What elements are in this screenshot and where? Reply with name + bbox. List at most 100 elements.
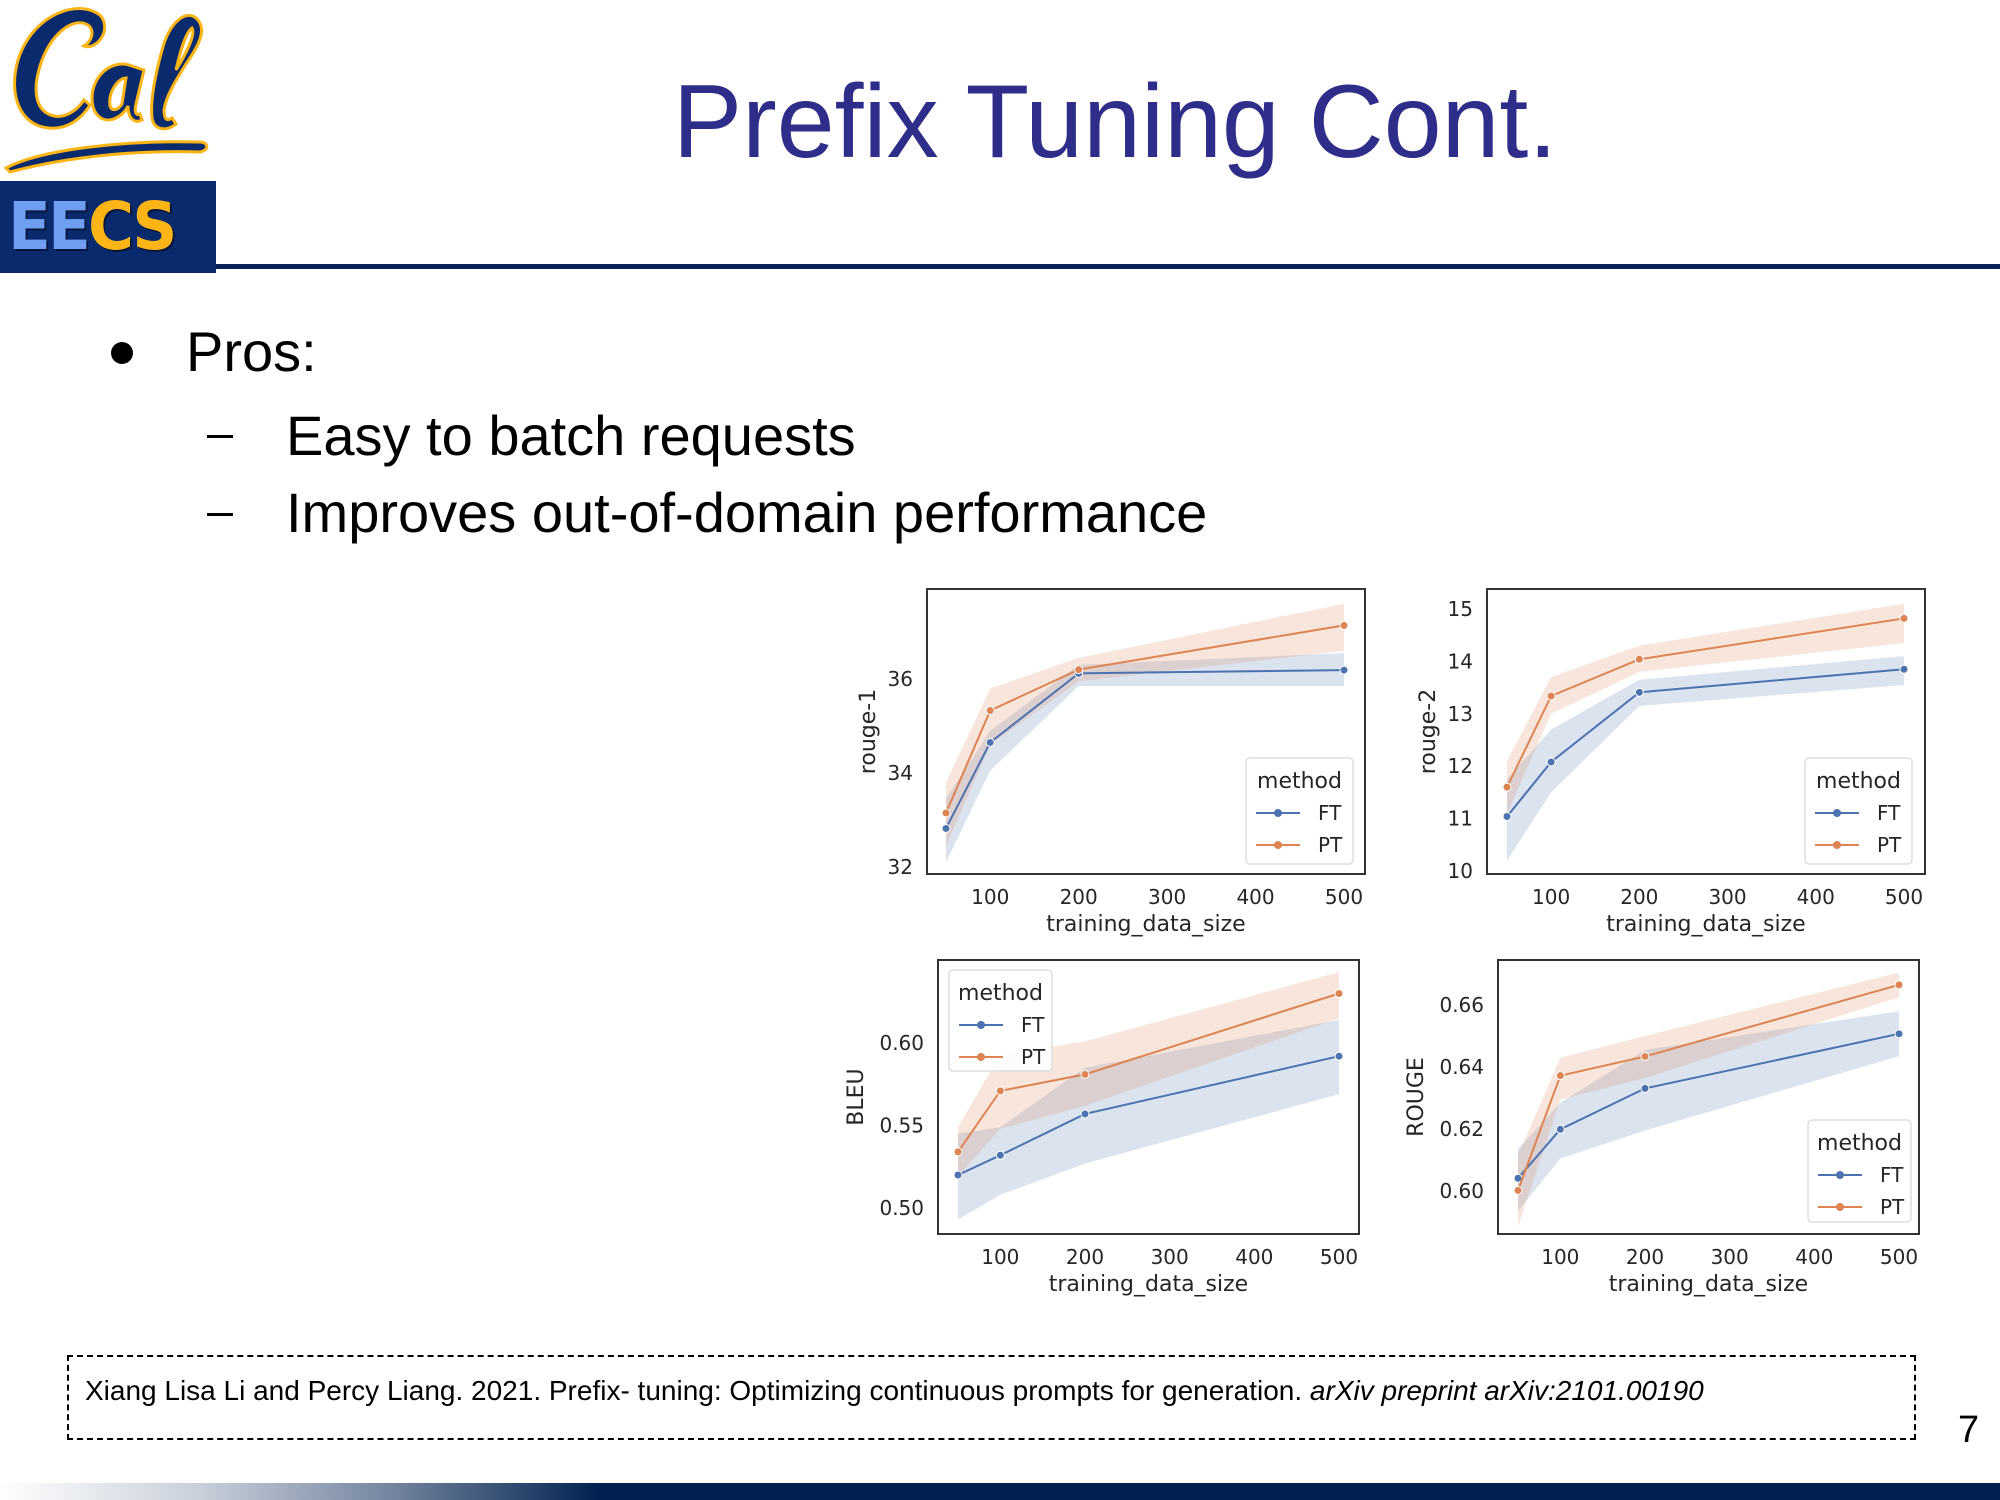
x-tick-label: 400: [1795, 1245, 1833, 1269]
data-point: [1502, 812, 1512, 822]
line-ft: [1517, 1032, 1900, 1179]
y-tick-label: 34: [888, 761, 913, 785]
data-point: [1339, 665, 1349, 675]
y-axis-label: rouge-2: [1416, 689, 1441, 774]
chart-rouge: 100 200 300 400 500 training_data_size 0.60 0.6…: [1404, 959, 1920, 1297]
x-tick-label: 500: [1325, 885, 1363, 909]
data-point: [953, 1170, 963, 1180]
dash-icon: [207, 435, 233, 438]
data-point: [1899, 664, 1909, 674]
data-point: [985, 737, 995, 747]
x-axis-label: training_data_size: [1049, 1272, 1248, 1297]
y-tick-label: 0.62: [1439, 1117, 1484, 1141]
data-point: [941, 823, 951, 833]
legend-title: method: [1816, 769, 1901, 794]
data-point: [1640, 1051, 1650, 1061]
x-tick-label: 300: [1148, 885, 1186, 909]
legend-marker-icon: [1833, 809, 1841, 817]
plot-frame: [1486, 588, 1926, 875]
legend-title: method: [958, 981, 1043, 1006]
data-point: [1555, 1071, 1565, 1081]
line-pt: [1517, 983, 1900, 1191]
x-tick-label: 300: [1708, 885, 1746, 909]
data-point: [1513, 1185, 1523, 1195]
data-point: [1502, 782, 1512, 792]
x-tick-label: 500: [1880, 1245, 1918, 1269]
legend-label-pt: PT: [1021, 1045, 1046, 1069]
bullet-pros: Pros:: [186, 320, 317, 383]
data-point: [1894, 980, 1904, 990]
citation: Xiang Lisa Li and Percy Liang. 2021. Pre…: [85, 1375, 1704, 1407]
data-point: [1555, 1124, 1565, 1134]
y-tick-label: 32: [888, 855, 913, 879]
x-tick-label: 400: [1236, 885, 1274, 909]
legend-label-pt: PT: [1880, 1195, 1905, 1219]
sub-bullet-batch: Easy to batch requests: [286, 404, 856, 467]
y-tick-label: 0.66: [1439, 993, 1484, 1017]
confidence-band-pt: [1518, 972, 1899, 1227]
y-tick-label: 0.60: [879, 1031, 924, 1055]
line-ft: [957, 1055, 1340, 1176]
x-tick-label: 300: [1151, 1245, 1189, 1269]
data-point: [1640, 1083, 1650, 1093]
data-point: [985, 705, 995, 715]
data-point: [953, 1147, 963, 1157]
sub-bullet-out-of-domain: Improves out-of-domain performance: [286, 481, 1208, 544]
line-pt: [1506, 617, 1905, 788]
y-tick-label: 0.64: [1439, 1055, 1484, 1079]
y-axis-label: BLEU: [844, 1068, 869, 1125]
y-axis-label: rouge-1: [856, 689, 881, 774]
legend-label-ft: FT: [1877, 801, 1901, 825]
legend-title: method: [1257, 769, 1342, 794]
x-tick-label: 500: [1885, 885, 1923, 909]
confidence-band-ft: [946, 653, 1344, 863]
x-axis-label: training_data_size: [1609, 1272, 1808, 1297]
citation-box: [67, 1355, 1916, 1440]
x-tick-label: 500: [1320, 1245, 1358, 1269]
legend-label-pt: PT: [1318, 833, 1343, 857]
x-tick-label: 200: [1626, 1245, 1664, 1269]
confidence-band-ft: [1507, 656, 1904, 861]
bullet-icon: [111, 342, 133, 364]
y-tick-label: 14: [1448, 649, 1473, 673]
legend: method FT PT: [1807, 1119, 1912, 1223]
x-tick-label: 200: [1066, 1245, 1104, 1269]
data-point: [1546, 757, 1556, 767]
data-point: [1334, 989, 1344, 998]
y-tick-label: 0.50: [879, 1196, 924, 1220]
legend-marker-icon: [977, 1021, 985, 1029]
legend-label-pt: PT: [1877, 833, 1902, 857]
data-point: [995, 1086, 1005, 1096]
x-tick-label: 400: [1797, 885, 1835, 909]
confidence-band-ft: [958, 1019, 1339, 1220]
y-tick-label: 13: [1448, 702, 1473, 726]
x-tick-label: 100: [1541, 1245, 1579, 1269]
data-point: [1634, 687, 1644, 697]
x-tick-label: 200: [1060, 885, 1098, 909]
x-tick-label: 100: [981, 1245, 1019, 1269]
legend-title: method: [1817, 1131, 1902, 1156]
y-tick-label: 12: [1448, 754, 1473, 778]
plot-frame: [1497, 959, 1920, 1235]
legend: method FT PT: [948, 969, 1053, 1072]
plot-frame: [926, 588, 1366, 875]
page-number: 7: [1958, 1409, 1980, 1451]
x-tick-label: 400: [1235, 1245, 1273, 1269]
legend-marker-icon: [1274, 809, 1282, 817]
y-tick-label: 36: [888, 667, 913, 691]
data-point: [1899, 613, 1909, 623]
x-tick-label: 100: [1532, 885, 1570, 909]
y-tick-label: 0.60: [1439, 1179, 1484, 1203]
cal-script-icon: [3, 7, 209, 174]
data-point: [1074, 665, 1084, 675]
x-axis-label: training_data_size: [1046, 912, 1245, 937]
y-tick-label: 11: [1448, 807, 1473, 831]
legend-marker-icon: [1833, 841, 1841, 849]
y-axis-label: ROUGE: [1404, 1057, 1429, 1137]
eecs-logo-text: EECS: [8, 188, 177, 265]
x-tick-label: 200: [1620, 885, 1658, 909]
data-point: [995, 1150, 1005, 1160]
legend-label-ft: FT: [1318, 801, 1342, 825]
legend-marker-icon: [1836, 1171, 1844, 1179]
